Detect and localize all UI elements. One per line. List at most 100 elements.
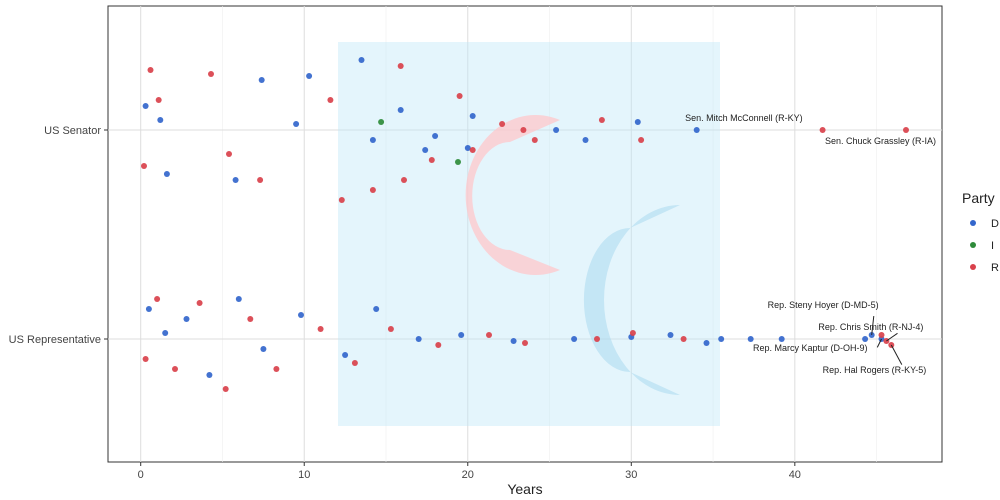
data-point-D <box>862 336 869 342</box>
data-point-R <box>369 187 376 193</box>
data-point-R <box>401 177 407 183</box>
data-point-D <box>571 336 578 342</box>
data-point-D <box>667 332 674 338</box>
data-point-R <box>387 326 394 332</box>
data-point-D <box>778 336 785 342</box>
data-point-R <box>327 97 334 103</box>
data-point-R <box>469 147 476 153</box>
legend-key-D <box>970 220 976 226</box>
data-point-D <box>258 77 265 83</box>
data-point-R <box>499 121 506 127</box>
legend-label: D <box>991 218 999 230</box>
data-point-D <box>703 340 710 346</box>
x-tick-label: 30 <box>625 469 637 481</box>
data-point-R <box>819 127 826 133</box>
data-point-D <box>206 372 213 378</box>
data-point-R <box>208 71 214 77</box>
point-annotations: Sen. Mitch McConnell (R-KY) Sen. Chuck Gr… <box>685 113 936 375</box>
data-point-R <box>155 97 162 103</box>
data-point-R <box>351 360 358 366</box>
data-point-R <box>531 137 538 143</box>
data-point-R <box>397 63 404 69</box>
data-point-R <box>257 177 264 183</box>
data-point-D <box>163 171 170 177</box>
data-point-D <box>458 332 465 338</box>
data-point-D <box>464 145 471 151</box>
data-point-D <box>369 137 376 143</box>
annotation-label: Rep. Marcy Kaptur (D-OH-9) <box>753 343 868 353</box>
data-point-R <box>522 340 528 346</box>
data-point-D <box>373 306 380 312</box>
data-point-I <box>455 159 461 165</box>
data-point-R <box>888 342 895 348</box>
data-point-D <box>422 147 429 153</box>
x-tick-label: 20 <box>462 469 474 481</box>
data-point-D <box>634 119 641 125</box>
annotation-leader <box>876 338 882 348</box>
data-point-R <box>317 326 324 332</box>
data-point-R <box>486 332 492 338</box>
annotation-label: Rep. Chris Smith (R-NJ-4) <box>818 322 923 332</box>
data-point-D <box>235 296 242 302</box>
legend: DIR <box>970 218 999 274</box>
data-point-D <box>747 336 754 342</box>
y-tick-label: US Senator <box>44 125 101 137</box>
x-tick-label: 10 <box>298 469 310 481</box>
data-point-R <box>154 296 161 302</box>
data-point-D <box>582 137 589 143</box>
x-tick-label: 0 <box>138 469 144 481</box>
data-point-D <box>142 103 149 109</box>
data-point-R <box>638 137 645 143</box>
annotation-label: Sen. Chuck Grassley (R-IA) <box>825 136 936 146</box>
data-point-R <box>247 316 254 322</box>
data-point-R <box>226 151 232 157</box>
data-point-D <box>162 330 169 336</box>
x-axis-title: Years <box>507 481 542 497</box>
annotation-leader <box>890 344 903 365</box>
data-point-R <box>172 366 178 372</box>
data-point-R <box>273 366 280 372</box>
data-point-D <box>183 316 190 322</box>
data-point-R <box>147 67 154 73</box>
legend-label: I <box>991 240 994 252</box>
annotation-leader <box>886 332 898 342</box>
annotation-label: Rep. Steny Hoyer (D-MD-5) <box>768 300 879 310</box>
data-point-D <box>342 352 349 358</box>
data-point-D <box>358 57 365 63</box>
data-point-D <box>145 306 152 312</box>
data-point-R <box>456 93 463 99</box>
x-tick-label: 40 <box>789 469 801 481</box>
legend-key-R <box>970 264 976 270</box>
legend-key-I <box>970 242 976 248</box>
data-point-D <box>157 117 164 123</box>
data-point-R <box>338 197 345 203</box>
data-point-R <box>598 117 605 123</box>
data-point-D <box>693 127 700 133</box>
data-point-R <box>141 163 147 169</box>
data-point-D <box>553 127 560 133</box>
data-point-D <box>432 133 439 139</box>
x-axis-ticks: 0 10 20 30 40 <box>138 462 801 481</box>
data-point-R <box>196 300 203 306</box>
y-axis-labels: US Senator US Representative <box>9 125 108 346</box>
data-point-D <box>298 312 304 318</box>
data-point-I <box>378 119 385 125</box>
legend-title: Party <box>962 190 995 206</box>
data-point-D <box>469 113 476 119</box>
data-point-R <box>435 342 442 348</box>
legend-label: R <box>991 262 999 274</box>
data-point-R <box>428 157 435 163</box>
watermark-logo <box>338 42 720 426</box>
data-point-R <box>594 336 600 342</box>
data-point-R <box>629 330 636 336</box>
data-point-D <box>510 338 517 344</box>
data-point-R <box>222 386 229 392</box>
annotation-leader <box>871 316 875 336</box>
annotation-label: Rep. Hal Rogers (R-KY-5) <box>823 365 927 375</box>
data-point-D <box>232 177 239 183</box>
data-points <box>141 57 909 392</box>
data-point-R <box>878 332 885 338</box>
data-point-D <box>397 107 404 113</box>
data-point-R <box>903 127 909 133</box>
